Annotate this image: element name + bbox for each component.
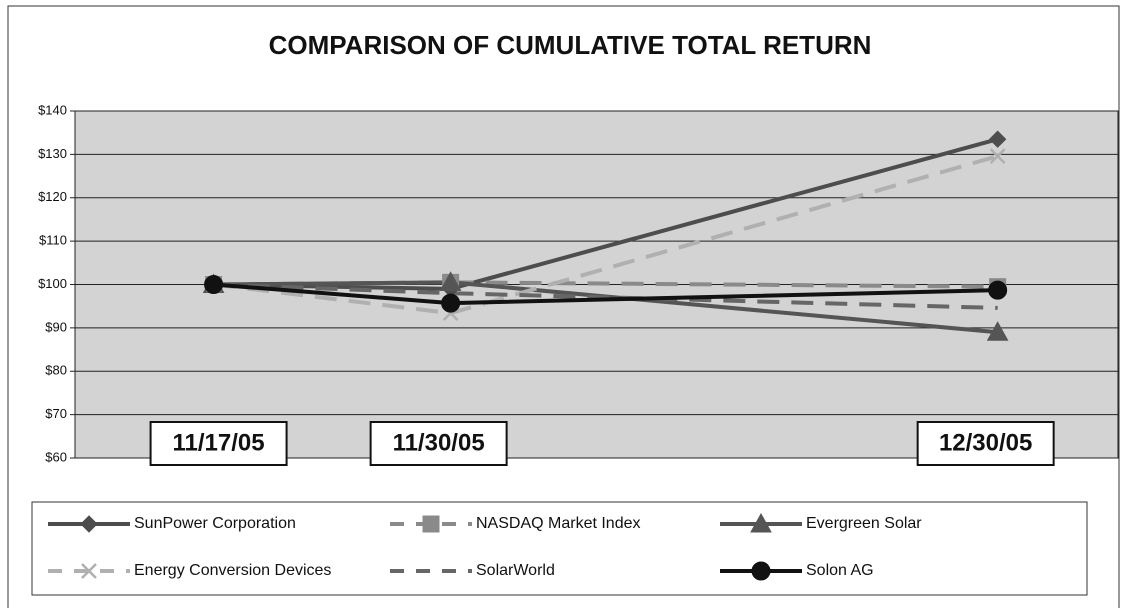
legend-marker [750, 512, 772, 533]
point [441, 293, 461, 313]
legend-marker [751, 561, 771, 581]
y-tick-label: $90 [45, 319, 67, 334]
y-tick-label: $70 [45, 406, 67, 421]
chart-title: COMPARISON OF CUMULATIVE TOTAL RETURN [269, 30, 872, 60]
x-tick-label: 11/17/05 [173, 429, 265, 456]
point [439, 271, 462, 291]
point [986, 321, 1009, 341]
point [204, 275, 224, 294]
legend-label: Energy Conversion Devices [134, 562, 331, 579]
legend-label: SolarWorld [476, 562, 555, 579]
y-tick-label: $110 [39, 233, 67, 248]
y-tick-label: $100 [38, 276, 67, 291]
legend-box [31, 501, 1088, 596]
point [989, 148, 1006, 164]
y-tick-label: $80 [45, 363, 67, 378]
x-tick-label: 12/30/05 [939, 429, 1032, 456]
date-box [916, 421, 1055, 466]
y-tick-label: $60 [45, 449, 67, 464]
y-tick-label: $130 [38, 146, 67, 161]
y-tick-label: $140 [38, 102, 67, 117]
legend-label: Solon AG [806, 562, 874, 579]
date-box [369, 421, 508, 466]
legend-label: SunPower Corporation [134, 515, 296, 532]
x-tick-label: 11/30/05 [393, 429, 485, 456]
legend-marker [81, 563, 97, 579]
point [988, 130, 1007, 148]
y-tick-label: $120 [38, 189, 67, 204]
legend-marker [422, 515, 440, 533]
legend-label: Evergreen Solar [806, 515, 922, 532]
date-box [149, 421, 288, 466]
legend-marker [80, 515, 98, 533]
legend-label: NASDAQ Market Index [476, 515, 641, 532]
point [988, 280, 1008, 300]
series-line [213, 282, 998, 310]
